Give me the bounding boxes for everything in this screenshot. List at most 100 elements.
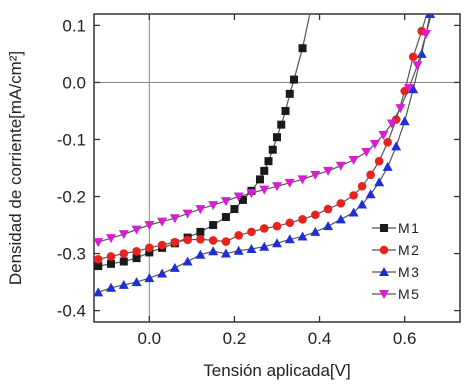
- plot-frame: [93, 13, 461, 323]
- y-tick-label: -0.3: [57, 245, 86, 264]
- data-point: [403, 84, 414, 94]
- legend-label: M3: [398, 264, 420, 280]
- data-point: [357, 181, 367, 191]
- x-tick-label: 0.2: [223, 329, 247, 348]
- y-tick-label: 0.0: [62, 73, 86, 92]
- data-point: [106, 282, 117, 292]
- data-point: [335, 214, 346, 224]
- data-point: [208, 201, 219, 211]
- data-point: [246, 189, 257, 199]
- data-point: [94, 254, 103, 264]
- data-point: [131, 225, 142, 235]
- legend-marker: [380, 224, 388, 232]
- series-m5: [94, 14, 433, 248]
- data-point: [272, 221, 282, 231]
- data-point: [272, 182, 282, 192]
- data-point: [365, 189, 376, 199]
- data-point: [145, 243, 154, 253]
- data-point: [297, 231, 308, 241]
- data-point: [323, 204, 333, 214]
- data-point: [273, 133, 281, 142]
- data-point: [310, 170, 321, 180]
- data-point: [208, 236, 218, 245]
- data-point: [336, 199, 346, 208]
- data-point: [220, 248, 231, 258]
- data-point: [310, 226, 321, 236]
- data-point: [246, 243, 257, 253]
- data-point: [361, 148, 372, 158]
- legend-label: M2: [398, 242, 420, 258]
- legend-label: M1: [398, 220, 420, 236]
- data-point: [170, 237, 180, 247]
- data-point: [233, 245, 244, 255]
- data-point: [408, 84, 419, 94]
- data-point: [144, 273, 155, 283]
- data-point: [260, 166, 269, 175]
- legend-marker: [379, 267, 389, 276]
- x-tick-label: 0.4: [308, 329, 332, 348]
- y-axis-title: Densidad de corriente[mA/cm²]: [6, 51, 25, 285]
- data-point: [285, 218, 295, 228]
- legend-marker: [379, 245, 389, 255]
- data-point: [374, 156, 384, 166]
- data-point: [234, 231, 243, 240]
- data-point: [118, 230, 129, 240]
- x-axis: 0.0 0.2 0.4 0.6: [138, 14, 416, 348]
- data-point: [264, 157, 273, 166]
- data-point: [399, 116, 410, 126]
- y-tick-label: 0.1: [62, 16, 86, 35]
- data-point: [386, 119, 397, 129]
- data-point: [272, 238, 282, 248]
- data-point: [94, 287, 104, 297]
- data-point: [233, 192, 244, 202]
- data-point: [259, 241, 270, 251]
- series-m3: [94, 14, 436, 297]
- data-point: [311, 210, 320, 220]
- data-point: [221, 213, 230, 222]
- data-point: [348, 207, 359, 217]
- data-point: [416, 48, 427, 58]
- data-point: [118, 279, 129, 289]
- reference-lines: [94, 14, 460, 322]
- data-point: [208, 246, 219, 256]
- data-point: [145, 248, 154, 257]
- data-point: [374, 177, 385, 187]
- data-point: [221, 237, 231, 246]
- data-point: [335, 161, 346, 171]
- data-point: [395, 104, 406, 114]
- data-point: [230, 205, 239, 214]
- data-point: [169, 262, 180, 272]
- data-point: [157, 217, 168, 227]
- data-point: [195, 249, 206, 259]
- data-point: [255, 175, 264, 184]
- data-point: [196, 227, 205, 236]
- data-point: [323, 221, 334, 231]
- series-m2: [94, 14, 428, 264]
- data-point: [323, 166, 334, 176]
- data-point: [391, 141, 402, 151]
- data-point: [268, 145, 277, 154]
- data-point: [131, 277, 142, 287]
- data-point: [182, 209, 193, 219]
- legend-marker: [379, 290, 389, 299]
- data-point: [285, 89, 294, 98]
- data-point: [220, 197, 231, 207]
- data-point: [412, 61, 423, 71]
- data-point: [281, 106, 290, 115]
- data-point: [106, 252, 116, 261]
- data-point: [94, 238, 104, 248]
- data-point: [382, 161, 393, 171]
- data-point: [259, 185, 270, 195]
- data-point: [349, 191, 358, 200]
- data-point: [132, 246, 141, 256]
- data-point: [277, 120, 286, 129]
- series-layer: [94, 14, 436, 297]
- data-point: [107, 259, 116, 268]
- data-point: [420, 29, 431, 39]
- data-point: [348, 156, 359, 166]
- legend: M1 M2 M3 M5: [372, 220, 420, 302]
- data-point: [132, 254, 141, 263]
- data-point: [284, 178, 295, 188]
